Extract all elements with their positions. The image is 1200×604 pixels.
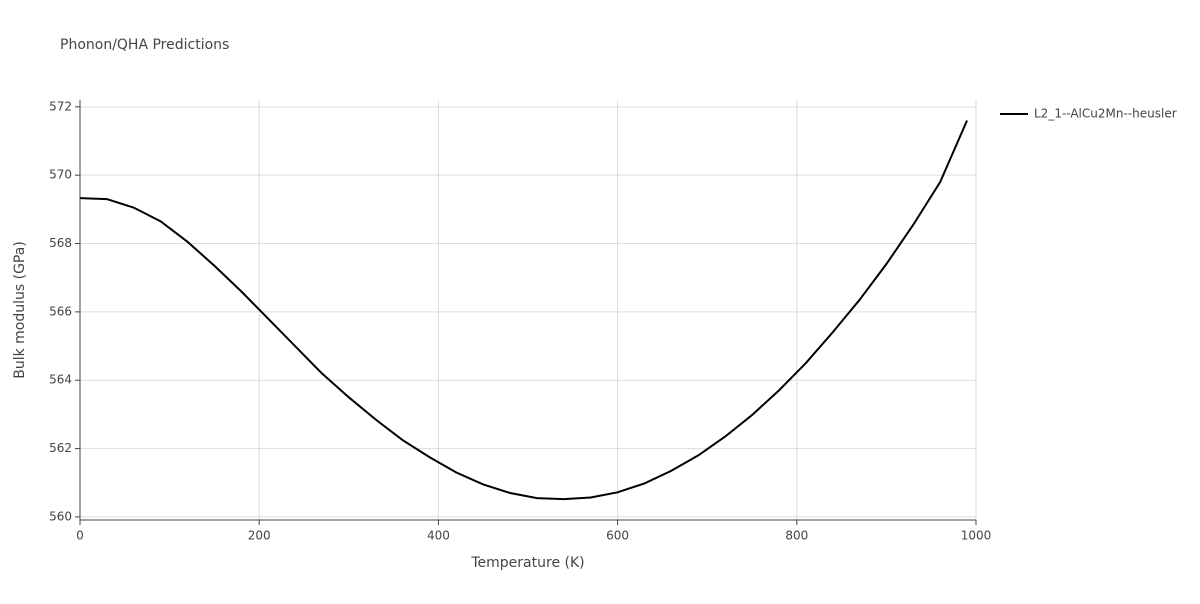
chart-title: Phonon/QHA Predictions — [60, 37, 229, 53]
legend-label: L2_1--AlCu2Mn--heusler — [1034, 107, 1177, 121]
y-tick-label: 572 — [49, 99, 72, 113]
y-axis-label: Bulk modulus (GPa) — [12, 241, 28, 379]
line — [79, 120, 968, 501]
y-tick-label: 566 — [49, 304, 72, 318]
x-tick-label: 400 — [427, 529, 450, 543]
x-tick-label: 600 — [606, 529, 629, 543]
y-tick-label: 564 — [49, 373, 72, 387]
y-tick-label: 560 — [49, 509, 72, 523]
x-axis-label: Temperature (K) — [470, 555, 584, 571]
x-tick-label: 1000 — [961, 529, 992, 543]
x-tick-label: 200 — [248, 529, 271, 543]
x-tick-label: 800 — [785, 529, 808, 543]
y-tick-label: 570 — [49, 168, 72, 182]
x-tick-label: 0 — [76, 529, 84, 543]
y-tick-label: 568 — [49, 236, 72, 250]
y-tick-label: 562 — [49, 441, 72, 455]
